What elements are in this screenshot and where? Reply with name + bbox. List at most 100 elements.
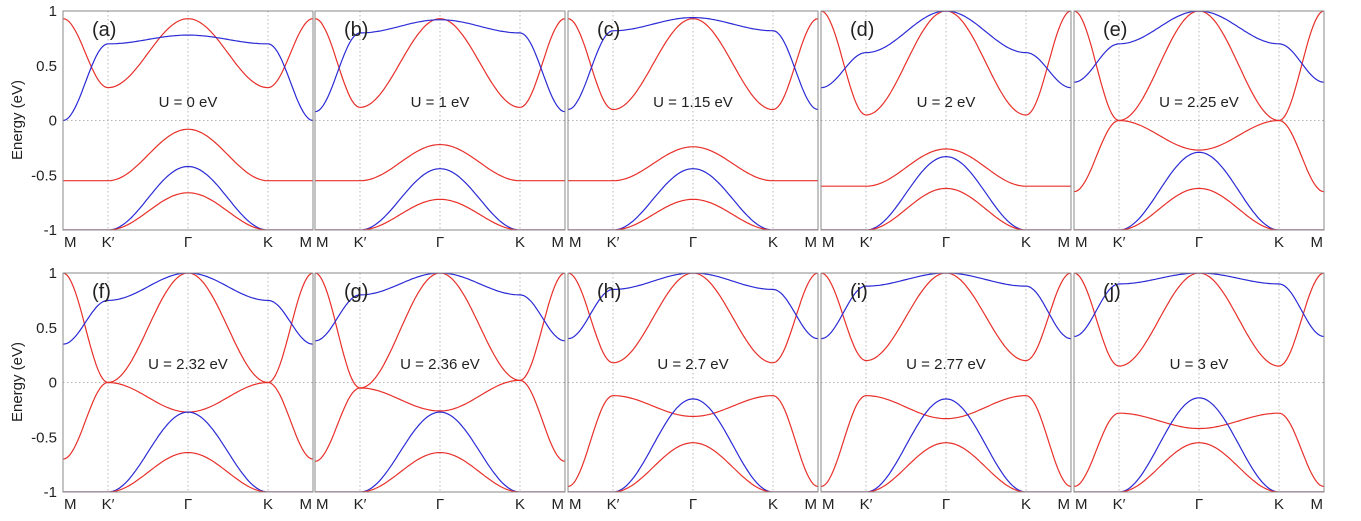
band-line-red <box>1074 442 1324 492</box>
band-line-red <box>315 379 565 462</box>
band-panel: (h) U = 2.7 eV M K′ Γ K M <box>567 272 819 513</box>
x-tick-label: K <box>515 234 525 251</box>
band-line-red <box>1074 412 1324 488</box>
u-value-label: U = 2.32 eV <box>148 356 228 373</box>
y-tick-label: 0.5 <box>36 58 57 75</box>
x-tick-label: K′ <box>102 234 115 251</box>
band-panel: (e) U = 2.25 eV M K′ Γ K M <box>1073 10 1325 251</box>
x-tick-label: K′ <box>354 496 367 513</box>
x-tick-label: K′ <box>1113 496 1126 513</box>
panel-label: (c) <box>597 19 620 41</box>
band-panel: (i) U = 2.77 eV M K′ Γ K M <box>820 272 1072 513</box>
x-tick-label: K <box>263 496 273 513</box>
x-tick-label: Γ <box>1195 234 1203 251</box>
u-value-label: U = 0 eV <box>159 94 218 111</box>
u-value-label: U = 2.7 eV <box>657 356 728 373</box>
panel-frame <box>567 272 819 493</box>
band-line-blue <box>1074 151 1324 230</box>
panel-frame <box>62 272 314 493</box>
x-tick-label: Γ <box>184 496 192 513</box>
u-value-label: U = 3 eV <box>1170 356 1229 373</box>
panel-frame <box>62 10 314 231</box>
y-tick-label: 0 <box>49 375 57 392</box>
band-line-red <box>568 442 818 492</box>
y-tick-label: -1 <box>44 222 57 239</box>
x-tick-label: K′ <box>354 234 367 251</box>
panel-frame <box>314 10 566 231</box>
y-tick-label: 0 <box>49 113 57 130</box>
x-tick-label: Γ <box>942 234 950 251</box>
x-tick-label: M <box>805 496 818 513</box>
y-tick-label: 1 <box>49 265 57 282</box>
u-value-label: U = 2.77 eV <box>906 356 986 373</box>
y-axis-label-top: Energy (eV) <box>9 80 26 160</box>
band-panel: (j) U = 3 eV M K′ Γ K M <box>1073 272 1325 513</box>
band-line-red <box>568 273 818 364</box>
x-tick-label: M <box>1075 234 1088 251</box>
panel-label: (i) <box>850 281 868 303</box>
panel-label: (b) <box>344 19 368 41</box>
band-line-red <box>821 273 1071 362</box>
x-tick-label: M <box>1058 496 1071 513</box>
x-tick-label: M <box>1311 234 1324 251</box>
band-line-red <box>315 198 565 230</box>
band-line-blue <box>821 398 1071 492</box>
x-tick-label: M <box>316 234 329 251</box>
band-line-blue <box>821 273 1071 340</box>
band-line-blue <box>63 165 313 230</box>
band-line-red <box>315 273 565 389</box>
band-line-red <box>1074 11 1324 122</box>
band-line-blue <box>1074 273 1324 338</box>
panel-label: (h) <box>597 281 621 303</box>
band-line-red <box>821 148 1071 187</box>
band-line-red <box>821 11 1071 116</box>
band-panel: (d) U = 2 eV M K′ Γ K M <box>820 10 1072 251</box>
band-line-blue <box>63 273 313 345</box>
y-tick-label: 0.5 <box>36 320 57 337</box>
u-value-label: U = 2.25 eV <box>1159 94 1239 111</box>
u-value-label: U = 1.15 eV <box>653 94 733 111</box>
band-line-blue <box>1074 11 1324 83</box>
panel-frame <box>820 10 1072 231</box>
band-line-blue <box>315 411 565 492</box>
x-tick-label: K′ <box>102 496 115 513</box>
panel-label: (e) <box>1103 19 1127 41</box>
x-tick-label: Γ <box>942 496 950 513</box>
u-value-label: U = 2 eV <box>917 94 976 111</box>
u-value-label: U = 2.36 eV <box>400 356 480 373</box>
band-line-blue <box>1074 397 1324 492</box>
band-line-red <box>63 452 313 492</box>
band-line-red <box>315 18 565 108</box>
band-line-red <box>568 146 818 182</box>
y-tick-label: 1 <box>49 3 57 20</box>
band-line-blue <box>568 273 818 340</box>
x-tick-label: M <box>1075 496 1088 513</box>
band-line-red <box>568 18 818 111</box>
band-line-blue <box>63 34 313 122</box>
y-tick-label: -1 <box>44 484 57 501</box>
y-axis-label-bottom: Energy (eV) <box>9 342 26 422</box>
band-line-blue <box>63 411 313 492</box>
x-tick-label: M <box>552 496 565 513</box>
panel-label: (j) <box>1103 281 1121 303</box>
band-panel: (g) U = 2.36 eV M K′ Γ K M <box>314 272 566 513</box>
x-tick-label: M <box>1311 496 1324 513</box>
panel-label: (f) <box>92 281 111 303</box>
x-tick-label: M <box>1058 234 1071 251</box>
x-tick-label: K <box>1274 496 1284 513</box>
x-tick-label: K <box>1021 234 1031 251</box>
x-tick-label: M <box>822 496 835 513</box>
band-line-red <box>63 273 313 384</box>
band-line-blue <box>821 155 1071 230</box>
x-tick-label: K <box>1021 496 1031 513</box>
band-line-red <box>63 18 313 89</box>
band-panel: (c) U = 1.15 eV M K′ Γ K M <box>567 10 819 251</box>
x-tick-label: Γ <box>689 234 697 251</box>
panel-label: (d) <box>850 19 874 41</box>
band-line-red <box>315 452 565 492</box>
x-tick-label: M <box>300 496 313 513</box>
x-tick-label: Γ <box>436 496 444 513</box>
band-line-red <box>1074 119 1324 193</box>
x-tick-label: M <box>316 496 329 513</box>
